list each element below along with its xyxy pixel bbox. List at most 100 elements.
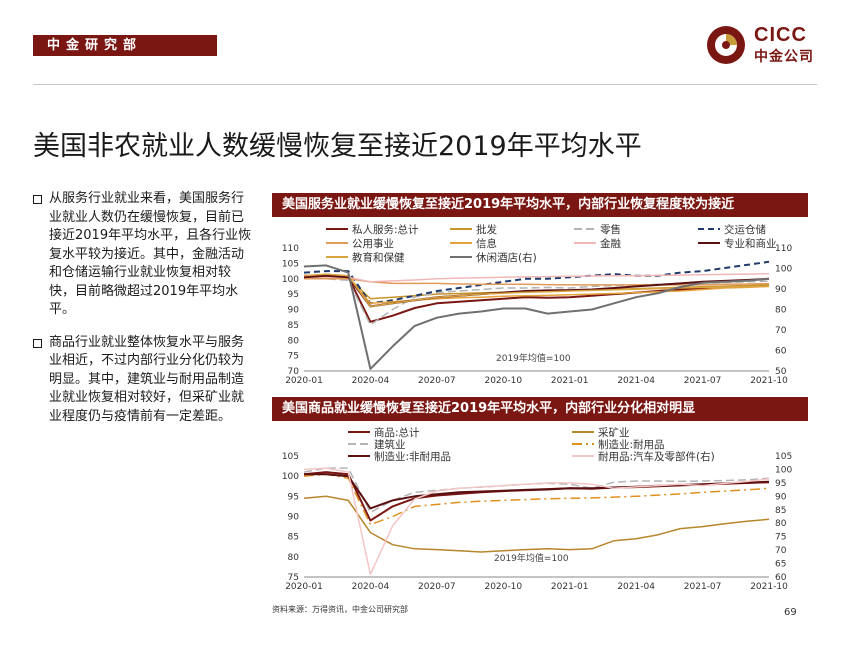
- legend-label: 采矿业: [598, 426, 630, 439]
- x-tick-label: 2020-10: [484, 376, 522, 386]
- x-tick-label: 2020-04: [352, 376, 390, 386]
- y-tick-right: 80: [775, 306, 787, 316]
- series-line-信息: [304, 276, 770, 305]
- header-bar: 中金研究部 CICC 中金公司: [0, 0, 850, 92]
- y-tick-right: 60: [775, 573, 787, 583]
- bullet-item: 从服务行业就业来看，美国服务行业就业人数仍在缓慢恢复，目前已接近2019年平均水…: [33, 190, 255, 320]
- y-tick-left: 80: [288, 553, 300, 563]
- y-tick-left: 105: [282, 452, 299, 462]
- baseline-annotation: 2019年均值=100: [496, 352, 571, 364]
- page-title: 美国非农就业人数缓慢恢复至接近2019年平均水平: [33, 131, 642, 162]
- y-tick-right: 70: [775, 326, 787, 336]
- logo-text-cn: 中金公司: [754, 49, 814, 65]
- bullet-item: 商品行业就业整体恢复水平与服务业相近，不过内部行业分化仍较为明显。其中，建筑业与…: [33, 334, 255, 427]
- legend-label: 批发: [476, 223, 497, 236]
- legend-label: 零售: [600, 223, 621, 236]
- y-tick-right: 90: [775, 492, 787, 502]
- bullet-text: 商品行业就业整体恢复水平与服务业相近，不过内部行业分化仍较为明显。其中，建筑业与…: [49, 334, 245, 424]
- y-tick-left: 90: [288, 306, 300, 316]
- series-line-教育和保健: [303, 273, 770, 308]
- bullet-square-icon: [33, 195, 42, 204]
- y-tick-right: 105: [775, 452, 792, 462]
- y-tick-right: 50: [775, 367, 787, 377]
- y-tick-right: 110: [775, 244, 792, 254]
- series-line-专业和商业: [303, 274, 770, 308]
- legend-label: 教育和保健: [352, 251, 405, 264]
- legend-label: 商品:总计: [374, 426, 420, 439]
- x-tick-label: 2021-01: [551, 376, 589, 386]
- x-tick-label: 2020-04: [352, 582, 390, 592]
- y-tick-left: 100: [282, 275, 299, 285]
- y-tick-right: 100: [775, 265, 792, 275]
- x-tick-label: 2021-04: [617, 376, 655, 386]
- y-tick-left: 75: [288, 352, 299, 362]
- y-tick-left: 85: [288, 321, 299, 331]
- header-divider: [33, 84, 817, 85]
- y-tick-right: 65: [775, 560, 786, 570]
- legend-label: 专业和商业: [724, 237, 777, 250]
- y-tick-right: 100: [775, 465, 792, 475]
- x-tick-label: 2021-07: [684, 582, 722, 592]
- x-tick-label: 2020-07: [418, 376, 456, 386]
- series-line-零售: [304, 278, 770, 326]
- y-tick-left: 85: [288, 533, 299, 543]
- x-tick-label: 2021-04: [617, 582, 655, 592]
- legend-label: 制造业:耐用品: [598, 438, 665, 451]
- series-line-休闲酒店(右): [303, 264, 770, 370]
- y-tick-right: 75: [775, 533, 786, 543]
- legend-label: 私人服务:总计: [352, 223, 419, 236]
- series-line-制造业:非耐用品: [304, 473, 770, 510]
- baseline-annotation: 2019年均值=100: [494, 552, 569, 564]
- x-tick-label: 2021-01: [551, 582, 589, 592]
- x-tick-label: 2020-01: [285, 582, 323, 592]
- cicc-logo: CICC 中金公司: [706, 24, 826, 66]
- legend-label: 公用事业: [352, 237, 394, 250]
- legend-label: 制造业:非耐用品: [374, 450, 451, 463]
- cicc-logo-icon: [707, 26, 745, 64]
- x-tick-label: 2021-07: [684, 376, 722, 386]
- section-tag: 中金研究部: [33, 35, 217, 56]
- bullet-square-icon: [33, 338, 42, 348]
- y-tick-left: 100: [282, 472, 299, 482]
- y-tick-left: 110: [282, 244, 299, 254]
- x-tick-label: 2020-07: [418, 582, 456, 592]
- legend-label: 休闲酒店(右): [476, 251, 537, 264]
- chart-1: 1101051009590858075701101009080706050202…: [282, 223, 793, 386]
- chart-1-title: 美国服务业就业缓慢恢复至接近2019年平均水平，内部行业恢复程度较为接近: [272, 193, 808, 217]
- y-tick-right: 85: [775, 506, 786, 516]
- page-number: 69: [784, 607, 797, 618]
- series-line-制造业:耐用品: [303, 473, 770, 526]
- x-tick-label: 2020-10: [484, 582, 522, 592]
- series-line-私人服务:总计: [304, 274, 770, 323]
- y-tick-left: 105: [282, 259, 299, 269]
- y-tick-left: 70: [288, 367, 300, 377]
- legend-label: 耐用品:汽车及零部件(右): [598, 450, 715, 463]
- y-tick-right: 95: [775, 479, 786, 489]
- y-tick-left: 75: [288, 573, 299, 583]
- series-line-采矿业: [303, 495, 770, 553]
- y-tick-left: 80: [288, 336, 300, 346]
- x-tick-label: 2020-01: [285, 376, 323, 386]
- y-tick-right: 90: [775, 285, 787, 295]
- logo-text-en: CICC: [754, 24, 807, 46]
- y-tick-left: 95: [288, 290, 299, 300]
- chart-2: 1051009590858075105100959085807570656020…: [282, 426, 793, 592]
- y-tick-left: 95: [288, 492, 299, 502]
- series-line-耐用品:汽车及零部件(右): [303, 467, 770, 576]
- y-tick-right: 80: [775, 519, 787, 529]
- y-tick-left: 90: [288, 513, 300, 523]
- chart-2-title: 美国商品就业缓慢恢复至接近2019年平均水平，内部行业分化相对明显: [272, 397, 808, 421]
- legend-label: 金融: [600, 237, 621, 250]
- legend-label: 建筑业: [374, 438, 406, 451]
- source-note: 资料来源：万得资讯，中金公司研究部: [272, 605, 408, 614]
- series-line-金融: [304, 273, 770, 283]
- series-line-商品:总计: [303, 471, 770, 522]
- legend-label: 信息: [476, 237, 497, 250]
- bullet-text: 从服务行业就业来看，美国服务行业就业人数仍在缓慢恢复，目前已接近2019年平均水…: [49, 191, 252, 317]
- legend-label: 交运仓储: [724, 223, 766, 236]
- y-tick-right: 60: [775, 347, 787, 357]
- bullet-list: 从服务行业就业来看，美国服务行业就业人数仍在缓慢恢复，目前已接近2019年平均水…: [33, 190, 255, 440]
- y-tick-right: 70: [775, 546, 787, 556]
- x-tick-label: 2021-10: [750, 582, 788, 592]
- x-tick-label: 2021-10: [750, 376, 788, 386]
